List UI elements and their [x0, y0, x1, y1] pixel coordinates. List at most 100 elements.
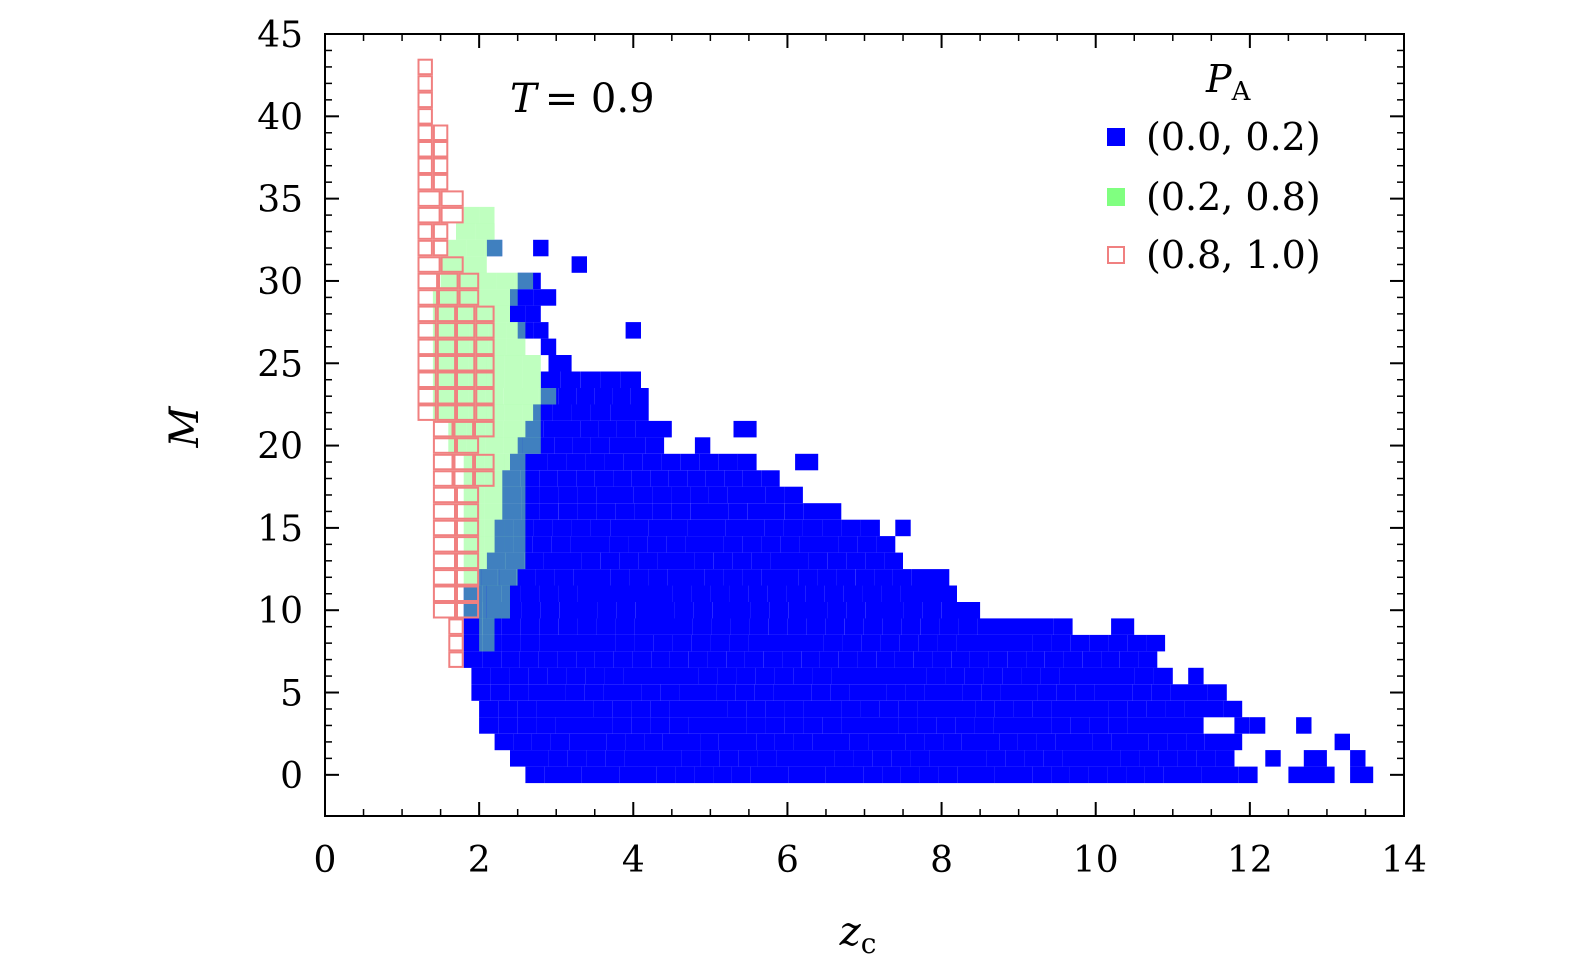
- cell: [669, 700, 689, 718]
- cell: [716, 684, 736, 701]
- cell: [849, 684, 868, 701]
- cell: [1032, 634, 1052, 652]
- cell: [962, 684, 982, 701]
- cell: [600, 371, 621, 388]
- cell: [450, 371, 469, 388]
- cell: [706, 519, 726, 537]
- cell: [645, 437, 665, 454]
- cell: [528, 667, 548, 685]
- cell: [932, 651, 952, 668]
- cell: [713, 766, 732, 784]
- cell: [1088, 766, 1108, 784]
- cell: [484, 239, 503, 257]
- cell: [417, 388, 437, 405]
- cell: [666, 536, 686, 553]
- cell: [590, 437, 610, 454]
- cell: [956, 700, 976, 718]
- cell: [704, 569, 724, 586]
- cell: [1007, 651, 1027, 668]
- cell: [1223, 733, 1243, 751]
- cell: [920, 618, 940, 635]
- cell: [803, 717, 823, 734]
- cell: [1170, 684, 1189, 701]
- cell: [879, 700, 899, 718]
- cell: [769, 602, 789, 619]
- cell: [504, 486, 526, 504]
- cell: [638, 766, 657, 784]
- cell: [681, 750, 701, 767]
- cell: [1204, 733, 1224, 751]
- cell: [1013, 700, 1033, 718]
- cell: [432, 519, 456, 537]
- cell: [1127, 700, 1147, 718]
- cell: [1024, 750, 1044, 767]
- cell: [498, 700, 518, 718]
- cell: [825, 766, 845, 784]
- cell: [528, 453, 548, 471]
- cell: [700, 750, 720, 767]
- cell: [707, 651, 727, 668]
- cell: [475, 388, 495, 405]
- cell: [466, 239, 485, 257]
- cell: [520, 651, 539, 668]
- cell: [827, 552, 847, 570]
- cell: [596, 585, 616, 602]
- cell: [688, 651, 708, 668]
- cell: [604, 667, 624, 685]
- x-tick-label: 6: [776, 840, 799, 881]
- cell: [719, 750, 739, 767]
- cell: [648, 519, 668, 537]
- cell: [522, 371, 541, 388]
- cell: [939, 618, 959, 635]
- cell: [567, 750, 587, 767]
- cell: [907, 667, 927, 685]
- cell: [838, 651, 858, 668]
- y-tick-label: 10: [257, 591, 303, 632]
- cell: [898, 717, 918, 734]
- cell: [432, 223, 449, 240]
- cell: [580, 420, 599, 438]
- cell: [1163, 766, 1183, 784]
- cell: [728, 503, 748, 520]
- cell: [557, 651, 577, 668]
- cell: [707, 717, 727, 734]
- cell: [463, 634, 483, 652]
- cell: [638, 552, 658, 570]
- cell: [566, 453, 586, 471]
- cell: [417, 355, 437, 372]
- cell: [456, 437, 480, 454]
- cell: [977, 618, 997, 635]
- cell: [1059, 667, 1079, 685]
- cell: [513, 733, 532, 751]
- cell: [475, 305, 495, 323]
- cell: [581, 766, 601, 784]
- cell: [448, 239, 467, 257]
- cell: [538, 651, 558, 668]
- cell: [1017, 733, 1037, 751]
- cell: [577, 618, 597, 635]
- cell: [698, 684, 717, 701]
- cell: [569, 733, 588, 751]
- cell: [868, 733, 888, 751]
- cell: [669, 717, 689, 734]
- cell: [669, 651, 689, 668]
- cell: [641, 684, 661, 701]
- cell: [616, 420, 636, 438]
- cell: [466, 420, 486, 438]
- cell: [766, 503, 785, 520]
- cell: [417, 272, 439, 290]
- cell: [432, 420, 454, 438]
- cell: [924, 684, 944, 701]
- cell: [672, 585, 692, 602]
- cell: [453, 470, 475, 487]
- cell: [590, 404, 611, 421]
- cell: [812, 667, 832, 685]
- cell: [795, 453, 819, 471]
- cell: [432, 453, 454, 471]
- cell: [474, 453, 495, 471]
- cell: [586, 750, 606, 767]
- cell: [417, 157, 433, 174]
- cell: [679, 667, 699, 685]
- cell: [450, 355, 469, 372]
- cell: [687, 470, 706, 487]
